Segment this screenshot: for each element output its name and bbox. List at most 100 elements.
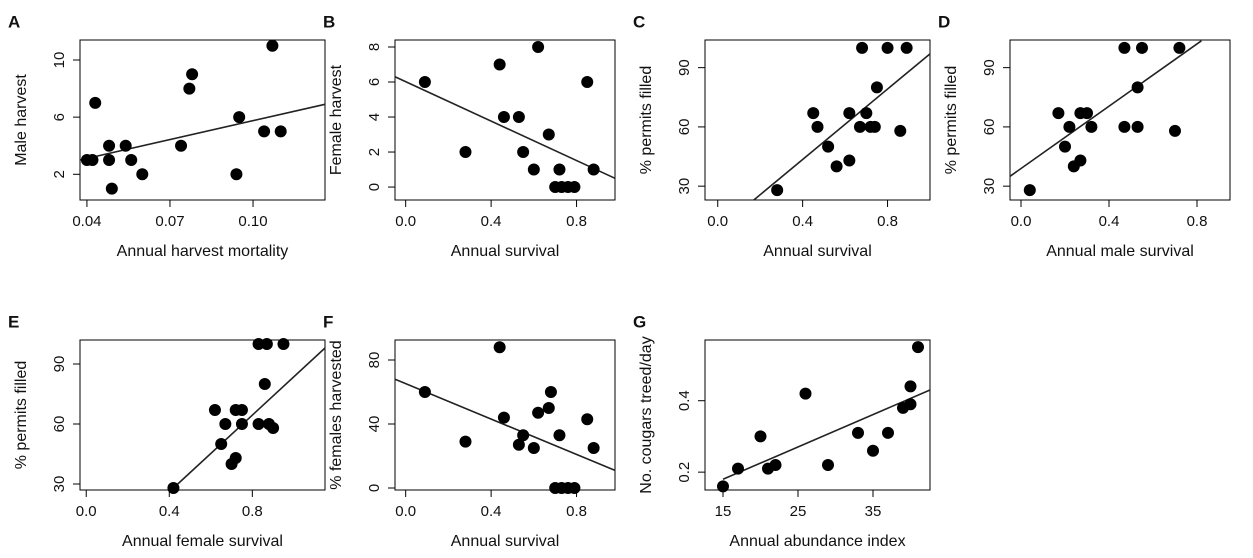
point <box>900 41 913 54</box>
point <box>587 442 600 454</box>
point <box>771 184 784 197</box>
point <box>517 146 530 159</box>
x-tick-label: 0.8 <box>1187 213 1208 230</box>
point <box>418 76 431 89</box>
x-tick-label: 15 <box>715 503 732 520</box>
point <box>215 438 228 450</box>
x-tick-label: 0.4 <box>792 213 813 230</box>
x-axis-label: Annual harvest mortality <box>117 243 289 260</box>
point <box>233 111 246 124</box>
point <box>277 338 290 350</box>
point <box>568 482 581 494</box>
x-tick-label: 0.4 <box>481 213 502 230</box>
y-tick-label: 2 <box>366 148 383 156</box>
panel-letter: C <box>633 12 645 31</box>
point <box>568 181 581 194</box>
point <box>1059 140 1071 153</box>
point <box>581 413 594 426</box>
point <box>732 462 744 475</box>
x-tick-label: 0.0 <box>1011 213 1032 230</box>
point <box>230 168 243 181</box>
point <box>1131 81 1144 94</box>
point <box>904 398 917 411</box>
point <box>517 429 530 442</box>
point <box>853 120 866 133</box>
point <box>459 146 472 159</box>
point <box>1074 154 1087 167</box>
y-tick-label: 6 <box>51 113 68 121</box>
x-axis-label: Annual survival <box>763 243 872 260</box>
point <box>125 154 138 166</box>
point <box>868 120 881 133</box>
point <box>219 418 232 430</box>
panel-letter: F <box>323 312 333 331</box>
point <box>856 41 869 54</box>
y-axis-label: % permits filled <box>638 66 655 174</box>
point <box>208 404 221 416</box>
point <box>542 402 555 414</box>
trend-line <box>79 103 326 161</box>
point <box>186 68 199 81</box>
point <box>459 435 472 448</box>
x-tick-label: 0.04 <box>72 213 101 230</box>
x-tick-label: 35 <box>865 503 882 520</box>
y-axis-label: % permits filled <box>943 66 960 174</box>
y-tick-label: 30 <box>676 178 693 195</box>
point <box>527 442 540 454</box>
point <box>235 418 248 430</box>
y-tick-label: 60 <box>676 119 693 136</box>
point <box>1131 120 1144 133</box>
point <box>512 438 525 451</box>
point <box>532 406 545 419</box>
x-axis-label: Annual abundance index <box>729 533 905 550</box>
plot-box <box>79 39 326 201</box>
point <box>532 41 545 54</box>
x-tick-label: 0.10 <box>238 213 267 230</box>
point <box>183 82 196 95</box>
point <box>258 125 271 138</box>
point <box>497 411 510 424</box>
point <box>86 154 99 166</box>
point <box>754 430 767 443</box>
trend-line <box>722 389 931 481</box>
x-tick-label: 0.4 <box>481 503 502 520</box>
point <box>267 422 280 434</box>
y-tick-label: 30 <box>981 178 998 195</box>
y-tick-label: 80 <box>366 352 383 369</box>
point <box>717 480 729 493</box>
point <box>103 154 116 166</box>
point <box>830 160 843 173</box>
point <box>1169 124 1181 137</box>
point <box>136 168 149 181</box>
y-axis-label: Male harvest <box>13 74 30 166</box>
point <box>894 124 907 137</box>
x-axis-label: Annual male survival <box>1046 243 1194 260</box>
x-tick-label: 0.8 <box>566 213 587 230</box>
point <box>870 81 883 94</box>
point <box>418 386 431 398</box>
x-tick-label: 25 <box>790 503 807 520</box>
point <box>527 163 540 176</box>
point <box>1085 120 1098 133</box>
trend-line <box>394 378 616 472</box>
point <box>103 139 116 152</box>
y-tick-label: 60 <box>981 119 998 136</box>
trend-line <box>1009 40 1202 177</box>
x-tick-label: 0.8 <box>566 503 587 520</box>
point <box>1136 41 1148 54</box>
point <box>229 452 242 464</box>
plot-box <box>704 339 931 491</box>
point <box>266 39 279 52</box>
y-tick-label: 2 <box>51 170 68 178</box>
point <box>581 76 594 89</box>
panel-letter: B <box>323 12 335 31</box>
point <box>1081 107 1093 120</box>
plot-box <box>394 339 616 491</box>
point <box>852 426 864 439</box>
point <box>542 128 555 141</box>
point <box>1118 120 1131 133</box>
point <box>553 163 566 176</box>
y-axis-label: Female harvest <box>328 64 345 175</box>
y-tick-label: 0 <box>366 484 383 492</box>
